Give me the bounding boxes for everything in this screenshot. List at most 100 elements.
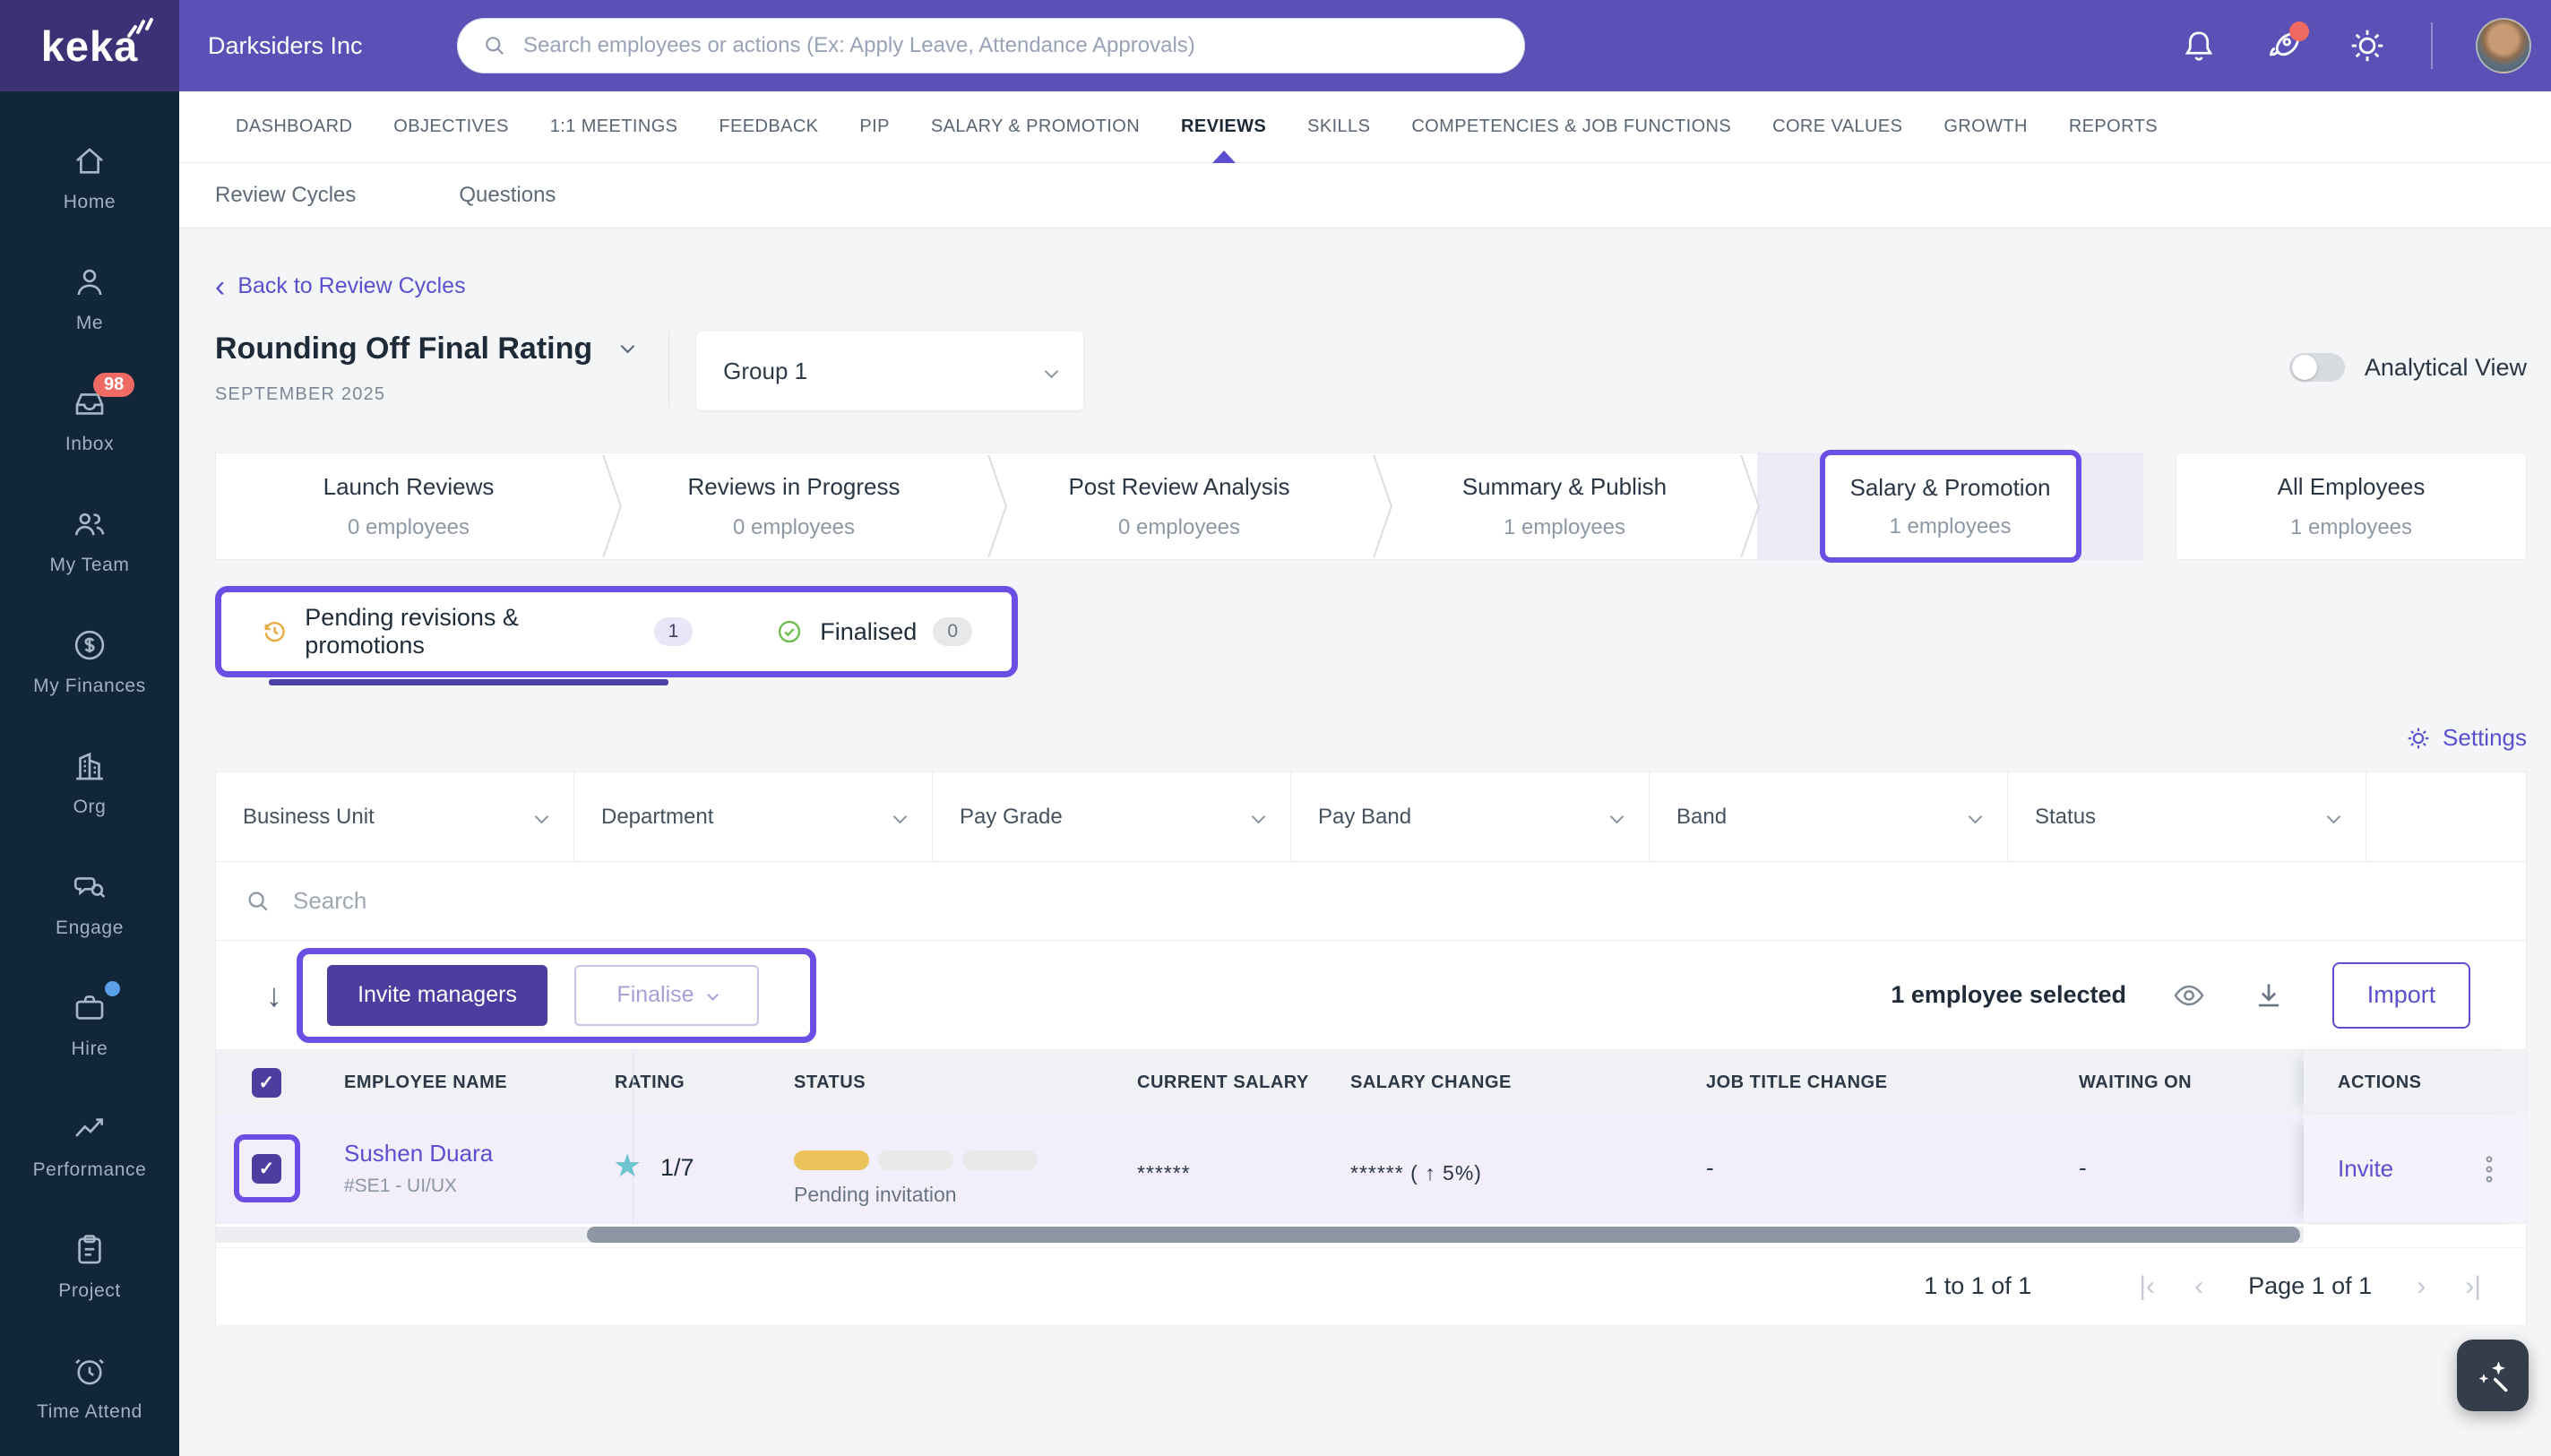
sidebar-item-label: Inbox [65, 433, 115, 454]
home-icon [70, 142, 109, 181]
tab-objectives[interactable]: OBJECTIVES [393, 116, 509, 136]
tab-pip[interactable]: PIP [859, 116, 890, 136]
sidebar-item-org[interactable]: Org [0, 721, 179, 842]
tab-skills[interactable]: SKILLS [1307, 116, 1371, 136]
invite-managers-button[interactable]: Invite managers [327, 964, 547, 1026]
table-search-input[interactable] [293, 887, 1547, 915]
pager-prev-icon[interactable]: ‹ [2194, 1271, 2204, 1301]
stage-separator-icon [602, 454, 622, 558]
tab-dashboard[interactable]: DASHBOARD [236, 116, 353, 136]
filter-empty-cell [2366, 772, 2526, 861]
stage-count: 1 employees [2289, 514, 2413, 539]
status-tabs-card: Pending revisions & promotions 1 Finalis… [215, 586, 1018, 677]
analytical-view-toggle[interactable] [2288, 353, 2345, 382]
pagination-page-text: Page 1 of 1 [2248, 1272, 2373, 1299]
sidebar: Home Me 98 Inbox My Team My Finances Org… [0, 91, 179, 1456]
cycle-title[interactable]: Rounding Off Final Rating [215, 332, 635, 366]
stage-summary-publish[interactable]: Summary & Publish 1 employees [1372, 453, 1757, 559]
preview-visibility-button[interactable] [2171, 978, 2207, 1013]
pager-first-icon[interactable]: |‹ [2139, 1271, 2156, 1301]
progress-segment [878, 1150, 953, 1170]
employee-name-link[interactable]: Sushen Duara [344, 1140, 494, 1167]
kebab-menu-icon[interactable] [2476, 1150, 2503, 1188]
notifications-button[interactable] [2178, 25, 2219, 66]
tab-1-1-meetings[interactable]: 1:1 MEETINGS [549, 116, 678, 136]
invite-action-link[interactable]: Invite [2338, 1155, 2394, 1182]
col-status: STATUS [794, 1073, 866, 1092]
download-button[interactable] [2252, 978, 2286, 1012]
stage-all-employees[interactable]: All Employees 1 employees [2176, 452, 2527, 560]
stage-launch-reviews[interactable]: Launch Reviews 0 employees [216, 453, 601, 559]
rating-star-icon: ★ [613, 1147, 642, 1184]
settings-button[interactable] [2347, 25, 2388, 66]
finalised-tab-label: Finalised [820, 617, 918, 645]
sidebar-item-me[interactable]: Me [0, 237, 179, 358]
pager-last-icon[interactable]: ›| [2465, 1271, 2481, 1301]
sidebar-item-hire[interactable]: Hire [0, 963, 179, 1084]
filter-status[interactable]: Status [2008, 772, 2366, 861]
stage-post-review-analysis[interactable]: Post Review Analysis 0 employees [987, 453, 1372, 559]
tab-core-values[interactable]: CORE VALUES [1772, 116, 1903, 136]
sidebar-item-my-finances[interactable]: My Finances [0, 600, 179, 721]
tab-growth[interactable]: GROWTH [1943, 116, 2028, 136]
keka-logo[interactable]: keka [0, 0, 179, 91]
finalise-button[interactable]: Finalise [574, 964, 759, 1026]
chevron-down-icon [620, 339, 635, 354]
pending-count-badge: 1 [653, 617, 694, 646]
select-all-checkbox[interactable]: ✓ [252, 1068, 281, 1098]
sidebar-item-time-attend[interactable]: Time Attend [0, 1326, 179, 1447]
sidebar-item-label: My Team [49, 554, 130, 575]
sidebar-item-home[interactable]: Home [0, 116, 179, 237]
pager-next-icon[interactable]: › [2417, 1271, 2426, 1301]
employee-id: #SE1 - UI/UX [344, 1176, 458, 1196]
sidebar-item-my-team[interactable]: My Team [0, 479, 179, 600]
waiting-on-value: - [2079, 1154, 2088, 1181]
filter-band[interactable]: Band [1650, 772, 2008, 861]
top-bar: keka Darksiders Inc [0, 0, 2551, 91]
scrollbar-thumb[interactable] [587, 1227, 2300, 1243]
subtab-questions[interactable]: Questions [459, 183, 556, 207]
tab-salary-promotion[interactable]: SALARY & PROMOTION [930, 116, 1141, 136]
keka-logo-text: keka [40, 22, 139, 70]
rating-value: 1/7 [660, 1154, 694, 1181]
whats-new-button[interactable] [2262, 22, 2309, 66]
back-to-review-cycles-link[interactable]: ‹ Back to Review Cycles [215, 271, 466, 302]
sort-arrow-icon[interactable]: ↓ [266, 976, 282, 1013]
import-button[interactable]: Import [2332, 961, 2470, 1029]
finances-icon [70, 625, 109, 665]
stage-salary-promotion[interactable]: Salary & Promotion 1 employees [1819, 450, 2081, 563]
filter-business-unit[interactable]: Business Unit [216, 772, 574, 861]
subtab-review-cycles[interactable]: Review Cycles [215, 183, 357, 207]
cycle-title-text: Rounding Off Final Rating [215, 332, 593, 366]
filter-label: Pay Grade [960, 804, 1063, 829]
sidebar-item-inbox[interactable]: 98 Inbox [0, 358, 179, 479]
horizontal-scrollbar [216, 1224, 2526, 1247]
sidebar-item-label: Engage [55, 917, 124, 938]
tab-finalised[interactable]: Finalised 0 [775, 617, 972, 646]
stage-reviews-in-progress[interactable]: Reviews in Progress 0 employees [601, 453, 987, 559]
module-nav: DASHBOARD OBJECTIVES 1:1 MEETINGS FEEDBA… [179, 91, 2551, 163]
cycle-title-block: Rounding Off Final Rating SEPTEMBER 2025 [215, 332, 635, 405]
global-search[interactable] [457, 18, 1525, 73]
filter-pay-grade[interactable]: Pay Grade [933, 772, 1291, 861]
filter-department[interactable]: Department [574, 772, 933, 861]
user-avatar[interactable] [2476, 18, 2531, 73]
tab-pending-revisions[interactable]: Pending revisions & promotions 1 [261, 604, 694, 659]
tab-competencies-job-functions[interactable]: COMPETENCIES & JOB FUNCTIONS [1411, 116, 1732, 136]
sidebar-item-engage[interactable]: Engage [0, 842, 179, 963]
filter-row: Business Unit Department Pay Grade Pay B… [216, 772, 2526, 862]
gear-icon [2408, 728, 2429, 748]
table-search[interactable] [216, 862, 2526, 941]
tab-reviews[interactable]: REVIEWS [1160, 91, 1287, 162]
table-settings-link[interactable]: Settings [215, 724, 2527, 752]
stage-count: 1 employees [1889, 513, 2012, 538]
sidebar-item-project[interactable]: Project [0, 1205, 179, 1326]
row-checkbox[interactable]: ✓ [252, 1154, 281, 1184]
group-select[interactable]: Group 1 [696, 332, 1084, 410]
global-search-input[interactable] [523, 33, 1464, 58]
sidebar-item-performance[interactable]: Performance [0, 1084, 179, 1205]
tab-reports[interactable]: REPORTS [2068, 116, 2158, 136]
tab-feedback[interactable]: FEEDBACK [719, 116, 819, 136]
filter-pay-band[interactable]: Pay Band [1291, 772, 1650, 861]
magic-assistant-button[interactable] [2457, 1340, 2529, 1411]
